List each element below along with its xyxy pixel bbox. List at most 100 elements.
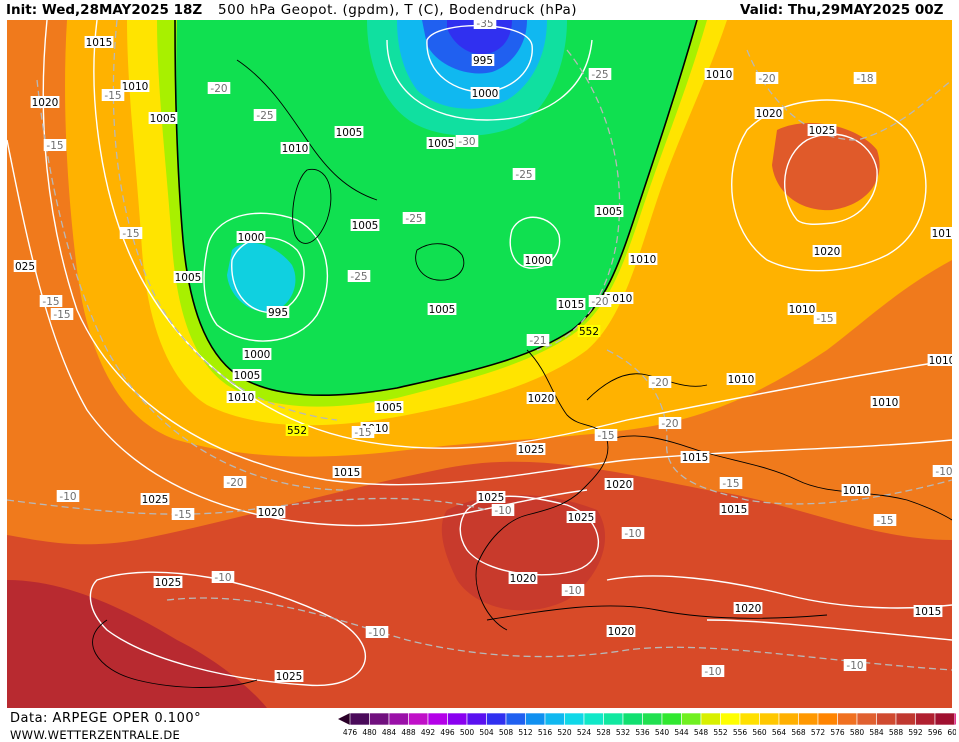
isotherm-label: -25	[253, 109, 277, 122]
isotherm-label: -15	[351, 426, 375, 439]
svg-text:-20: -20	[651, 377, 668, 389]
isotherm-label: -20	[223, 476, 247, 489]
svg-text:1020: 1020	[608, 626, 635, 638]
isobar-label: 1020	[508, 572, 538, 585]
isotherm-label: -25	[512, 168, 536, 181]
svg-text:1010: 1010	[929, 355, 952, 367]
site-url: WWW.WETTERZENTRALE.DE	[10, 728, 181, 742]
svg-text:-30: -30	[458, 136, 475, 148]
isobar-label: 1015	[930, 227, 952, 240]
isobar-label: 1010	[726, 373, 756, 386]
scale-tick-label: 576	[830, 728, 845, 737]
isobar-label: 995	[266, 306, 290, 319]
scale-tick-label: 556	[733, 728, 748, 737]
svg-text:-21: -21	[529, 335, 546, 347]
svg-text:-15: -15	[53, 309, 70, 321]
isobar-label: 1005	[374, 401, 404, 414]
isotherm-label: -35	[473, 20, 497, 30]
isotherm-label: -10	[365, 626, 389, 639]
isobar-label: 1025	[476, 491, 506, 504]
isotherm-label: -30	[455, 135, 479, 148]
contour-552	[174, 20, 698, 397]
svg-text:1005: 1005	[352, 220, 379, 232]
svg-text:1020: 1020	[258, 507, 285, 519]
isotherm-label: -10	[491, 504, 515, 517]
map-title: 500 hPa Geopot. (gpdm), T (C), Bodendruc…	[218, 2, 578, 18]
chart-header: Init: Wed,28MAY2025 18Z 500 hPa Geopot. …	[0, 0, 959, 20]
svg-text:1020: 1020	[510, 573, 537, 585]
svg-text:025: 025	[15, 261, 35, 273]
svg-text:-35: -35	[476, 20, 493, 30]
scale-tick-label: 548	[694, 728, 709, 737]
svg-text:-25: -25	[591, 69, 608, 81]
isobar-label: 1015	[680, 451, 710, 464]
svg-text:1005: 1005	[150, 113, 177, 125]
svg-text:1000: 1000	[525, 255, 552, 267]
scale-swatch	[837, 713, 858, 726]
scale-tick-label: 516	[538, 728, 553, 737]
field-red-high	[772, 122, 880, 211]
svg-text:-10: -10	[846, 660, 863, 672]
scale-tick-label: 560	[752, 728, 767, 737]
scale-swatch	[720, 713, 741, 726]
svg-text:1020: 1020	[528, 393, 555, 405]
scale-swatch	[408, 713, 429, 726]
isobar-label: 1010	[927, 354, 952, 367]
scale-tick-label: 524	[577, 728, 592, 737]
isobar-label: 1010	[280, 142, 310, 155]
svg-text:1025: 1025	[809, 125, 836, 137]
svg-text:-20: -20	[661, 418, 678, 430]
svg-text:-15: -15	[597, 430, 614, 442]
isobar-label: 1025	[274, 670, 304, 683]
svg-text:-15: -15	[42, 296, 59, 308]
svg-text:1005: 1005	[234, 370, 261, 382]
scale-tick-label: 600	[947, 728, 956, 737]
svg-text:1015: 1015	[558, 299, 585, 311]
isobar-label: 1020	[526, 392, 556, 405]
scale-swatch	[876, 713, 897, 726]
svg-text:1000: 1000	[244, 349, 271, 361]
isotherm-label: -10	[932, 465, 952, 478]
scale-swatch	[369, 713, 390, 726]
scale-swatch	[856, 713, 877, 726]
svg-text:1025: 1025	[478, 492, 505, 504]
svg-text:-25: -25	[350, 271, 367, 283]
isotherm-label: -20	[588, 295, 612, 308]
isotherm-label: -10	[211, 571, 235, 584]
svg-text:1025: 1025	[276, 671, 303, 683]
svg-text:1010: 1010	[728, 374, 755, 386]
svg-text:-15: -15	[722, 478, 739, 490]
weather-map: 1015 1010 1020 1005 1010 1005 1005 995 1000 1010 1…	[7, 20, 952, 708]
scale-swatch	[778, 713, 799, 726]
scale-swatch	[642, 713, 663, 726]
isobar-label: 1015	[84, 36, 114, 49]
isotherm-label: -15	[171, 508, 195, 521]
isobar-label: 1020	[733, 602, 763, 615]
isobar-label: 1010	[704, 68, 734, 81]
svg-text:1010: 1010	[122, 81, 149, 93]
svg-text:995: 995	[268, 307, 288, 319]
isotherm-label: -10	[56, 490, 80, 503]
scale-tick-label: 512	[518, 728, 533, 737]
scale-tick-label: 480	[362, 728, 377, 737]
isotherm-label: -15	[39, 295, 63, 308]
isotherm-label: -25	[588, 68, 612, 81]
isobar-label: 1000	[470, 87, 500, 100]
isotherm-label: -15	[813, 312, 837, 325]
svg-text:-25: -25	[515, 169, 532, 181]
svg-text:1015: 1015	[915, 606, 942, 618]
scale-tick-label: 500	[460, 728, 475, 737]
isobar-label: 1010	[628, 253, 658, 266]
scale-swatch	[915, 713, 936, 726]
isobar-label: 1025	[153, 576, 183, 589]
svg-text:-10: -10	[494, 505, 511, 517]
svg-text:-15: -15	[354, 427, 371, 439]
isotherm-label: -15	[594, 429, 618, 442]
scale-tick-label: 520	[557, 728, 572, 737]
isotherm-label: -15	[873, 514, 897, 527]
isotherm-label: -25	[402, 212, 426, 225]
svg-text:1005: 1005	[428, 138, 455, 150]
isotherm-label: -15	[50, 308, 74, 321]
svg-text:1010: 1010	[872, 397, 899, 409]
scale-swatch	[934, 713, 955, 726]
